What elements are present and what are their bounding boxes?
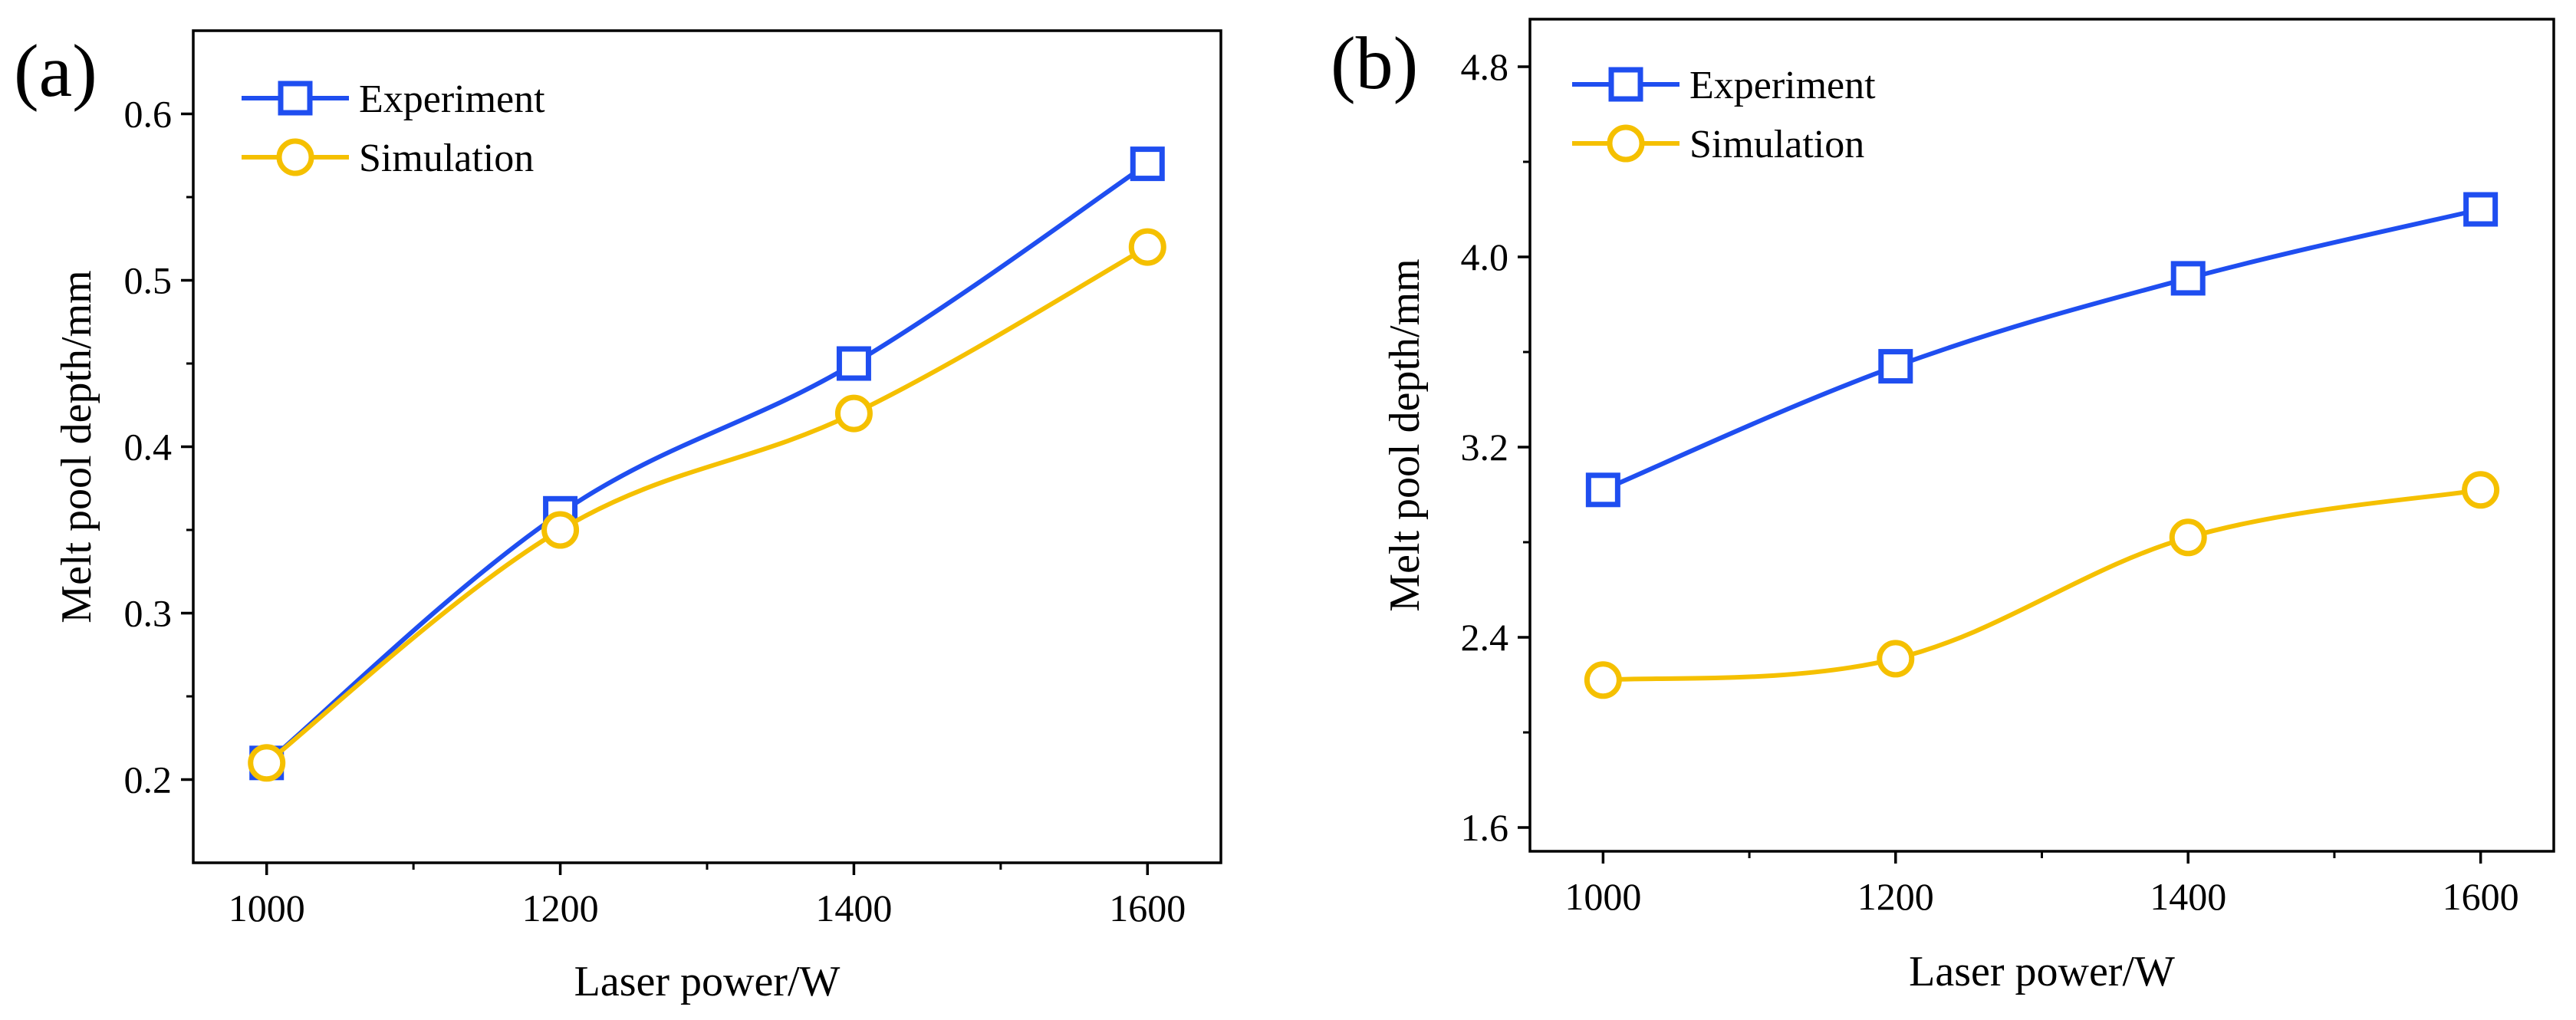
panel-a-y-tick-label: 0.2 xyxy=(124,758,173,801)
panel-b-plot-frame xyxy=(1528,18,2555,853)
panel-a-x-axis-title: Laser power/W xyxy=(574,958,841,1005)
panel-a-y-tick-label: 0.5 xyxy=(124,259,173,302)
panel-a-y-axis-title: Melt pool depth/mm xyxy=(53,270,100,623)
panel-b-panel-label: (b) xyxy=(1331,22,1418,105)
panel-b-experiment-point-1600 xyxy=(2463,192,2499,227)
panel-a-simulation-point-1200 xyxy=(541,511,580,549)
panel-a-simulation-point-1400 xyxy=(834,394,873,433)
panel-b-y-axis-title: Melt pool depth/mm xyxy=(1381,258,1429,611)
panel-a-y-tick-label: 0.4 xyxy=(124,426,173,469)
panel-b-x-tick-label: 1200 xyxy=(1857,875,1934,918)
panel-b-legend-experiment-marker xyxy=(1608,67,1643,102)
panel-b-legend-experiment-label: Experiment xyxy=(1689,64,1876,107)
panel-b-experiment-point-1200 xyxy=(1878,349,1913,384)
panel-a-legend-experiment-label: Experiment xyxy=(359,77,545,121)
panel-b-experiment-point-1400 xyxy=(2170,261,2206,296)
panel-a-simulation-point-1600 xyxy=(1128,228,1166,266)
panel-a-x-tick-label: 1600 xyxy=(1109,887,1186,930)
panel-b-x-axis-title: Laser power/W xyxy=(1909,948,2175,995)
panel-b-y-tick-label: 2.4 xyxy=(1461,616,1509,659)
panel-a-chart: 1000 1200 1400 1600 0.2 0.3 0.4 0.5 0.6 Laser pow… xyxy=(14,29,1222,1005)
panel-b-legend-simulation-label: Simulation xyxy=(1689,123,1864,166)
panel-a-y-tick-label: 0.3 xyxy=(124,592,173,635)
panel-a-legend-experiment-marker xyxy=(278,81,313,116)
panel-b-simulation-point-1000 xyxy=(1584,661,1622,699)
panel-b-simulation-point-1400 xyxy=(2169,518,2207,557)
panel-b-y-tick-label: 4.0 xyxy=(1461,235,1509,278)
panel-b-chart: 1000 1200 1400 1600 1.6 2.4 3.2 4.0 4.8 Laser pow… xyxy=(1331,18,2555,995)
panel-a-y-tick-label: 0.6 xyxy=(124,93,173,136)
panel-b-simulation-point-1600 xyxy=(2462,471,2500,509)
panel-a-legend-simulation-label: Simulation xyxy=(359,137,534,180)
panel-b-y-tick-label: 4.8 xyxy=(1461,45,1509,88)
panel-a-x-tick-label: 1200 xyxy=(522,887,599,930)
panel-a-series-experiment-line xyxy=(264,161,1150,765)
panel-b-y-tick-label: 1.6 xyxy=(1461,806,1509,849)
panel-b-experiment-point-1000 xyxy=(1585,472,1620,508)
panel-b-x-tick-label: 1000 xyxy=(1564,875,1641,918)
panel-b-series-simulation-line xyxy=(1601,487,2483,683)
panel-a-x-tick-label: 1000 xyxy=(229,887,305,930)
panel-a-legend-simulation-marker xyxy=(276,138,314,176)
panel-a-experiment-point-1600 xyxy=(1130,146,1165,182)
panel-a-simulation-point-1000 xyxy=(248,744,286,782)
panel-b-legend-simulation-marker xyxy=(1607,124,1645,163)
panel-a-series-simulation-line xyxy=(264,245,1150,765)
panel-b-x-tick-label: 1400 xyxy=(2150,875,2226,918)
panel-a-panel-label: (a) xyxy=(14,30,97,113)
panel-a-experiment-point-1400 xyxy=(836,346,871,381)
panel-b-simulation-point-1200 xyxy=(1877,640,1915,678)
panel-b-x-tick-label: 1600 xyxy=(2443,875,2519,918)
panel-a-x-tick-label: 1400 xyxy=(815,887,892,930)
panel-b-series-experiment-line xyxy=(1601,207,2483,492)
panel-b-y-tick-label: 3.2 xyxy=(1461,426,1509,469)
